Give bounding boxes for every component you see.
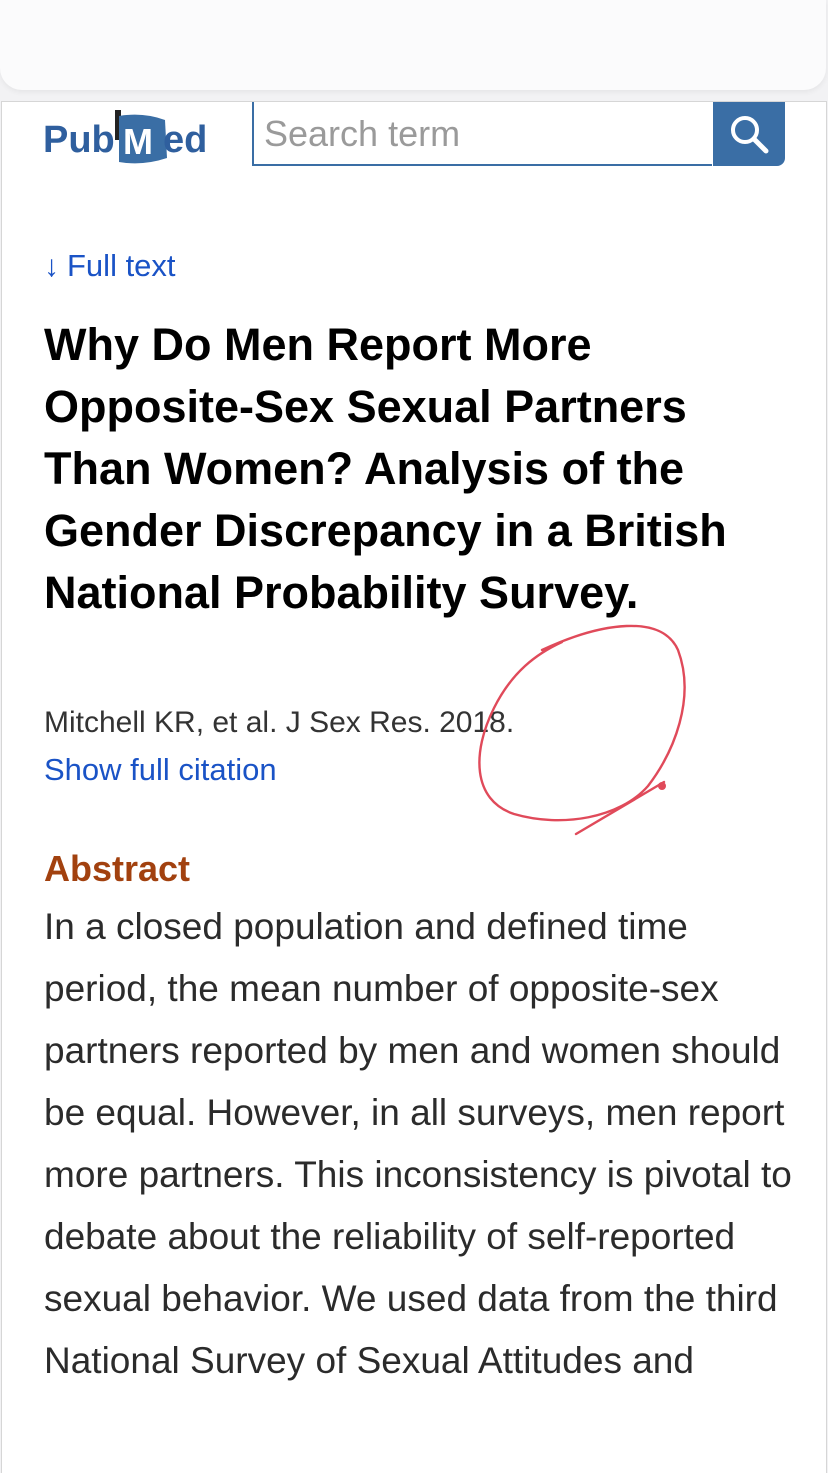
show-full-citation-link[interactable]: Show full citation — [44, 752, 277, 787]
pubmed-page: Pub M ed ↓Full text Why Do Men Report Mo… — [1, 101, 827, 1473]
site-header: Pub M ed — [2, 102, 826, 182]
search-box — [252, 102, 712, 166]
svg-text:Pub: Pub — [43, 119, 115, 161]
svg-text:M: M — [123, 121, 153, 162]
search-input[interactable] — [262, 108, 706, 160]
magnifier-icon — [731, 116, 769, 154]
abstract-heading: Abstract — [44, 848, 191, 889]
svg-text:ed: ed — [163, 119, 207, 161]
abstract-text: In a closed population and defined time … — [44, 906, 792, 1381]
search-button[interactable] — [713, 102, 785, 166]
citation-line: Mitchell KR, et al. J Sex Res. 2018. — [44, 706, 515, 739]
full-text-label: Full text — [67, 248, 176, 283]
address-bar-area[interactable] — [0, 0, 826, 90]
pubmed-logo-icon: Pub M ed — [43, 110, 207, 164]
full-text-link[interactable]: ↓ Full text — [44, 248, 176, 284]
down-arrow-icon: ↓ — [44, 250, 59, 283]
browser-top-bar — [0, 0, 828, 100]
pubmed-logo[interactable]: Pub M ed — [43, 110, 243, 174]
article-title: Why Do Men Report More Opposite-Sex Sexu… — [44, 319, 727, 618]
